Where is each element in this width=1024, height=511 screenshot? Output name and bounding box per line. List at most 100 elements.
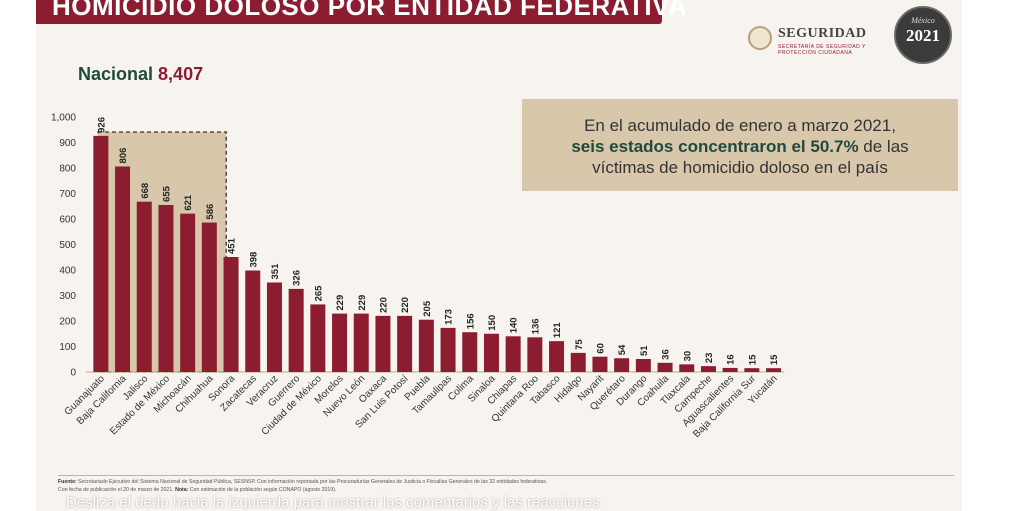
callout-line-3: víctimas de homicidio doloso en el país <box>592 158 888 177</box>
bar <box>288 288 304 372</box>
footer-source: Fuente: Secretariado Ejecutivo del Siste… <box>58 478 958 494</box>
value-label: 451 <box>227 237 238 254</box>
bar <box>700 366 716 372</box>
nota-label: Nota: <box>175 487 189 493</box>
bar <box>527 337 543 372</box>
bar <box>332 313 348 372</box>
bar <box>418 319 434 372</box>
callout-line-1: En el acumulado de enero a marzo 2021, <box>584 116 896 135</box>
bar <box>93 135 109 372</box>
footer-divider <box>58 475 954 476</box>
y-tick-label: 800 <box>59 164 76 175</box>
value-label: 229 <box>335 295 346 311</box>
callout-emphasis: seis estados concentraron el 50.7% <box>571 137 859 156</box>
value-label: 229 <box>357 295 368 311</box>
footer-line-2: Con fecha de publicación el 20 de marzo … <box>58 486 958 494</box>
bar <box>505 336 521 372</box>
value-label: 156 <box>465 313 476 329</box>
callout-text: En el acumulado de enero a marzo 2021, s… <box>532 115 948 178</box>
bar <box>483 333 499 372</box>
value-label: 173 <box>444 309 455 325</box>
value-label: 150 <box>487 315 498 331</box>
y-tick-label: 200 <box>59 317 76 328</box>
mexico-2021-logo: México 2021 <box>894 6 952 64</box>
footer-line-1: Fuente: Secretariado Ejecutivo del Siste… <box>58 478 958 486</box>
bar <box>397 315 413 372</box>
value-label: 586 <box>205 204 216 220</box>
bar <box>201 222 217 372</box>
value-label: 136 <box>530 318 541 334</box>
bar <box>440 327 456 372</box>
value-label: 60 <box>595 343 606 354</box>
callout-line-2-rest: de las <box>858 137 909 156</box>
value-label: 220 <box>400 297 411 313</box>
value-label: 16 <box>726 354 737 365</box>
value-label: 926 <box>96 117 107 133</box>
y-tick-label: 500 <box>59 240 76 251</box>
bar <box>766 368 782 372</box>
y-tick-label: 0 <box>70 368 76 379</box>
value-label: 15 <box>747 354 758 365</box>
national-label: Nacional <box>78 64 154 84</box>
bar <box>158 204 174 372</box>
fuente-text: Secretariado Ejecutivo del Sistema Nacio… <box>76 479 548 485</box>
value-label: 23 <box>704 353 715 364</box>
bar <box>592 356 608 372</box>
left-margin <box>0 0 36 511</box>
fuente-label: Fuente: <box>58 479 77 485</box>
value-label: 265 <box>313 285 324 302</box>
value-label: 140 <box>509 317 520 333</box>
national-value: 8,407 <box>158 64 204 84</box>
bar <box>744 368 760 372</box>
value-label: 205 <box>422 300 433 317</box>
y-tick-label: 100 <box>59 342 76 353</box>
callout-box: En el acumulado de enero a marzo 2021, s… <box>522 99 958 191</box>
y-tick-label: 900 <box>59 138 76 149</box>
bar <box>223 256 239 372</box>
header-bar: HOMICIDIO DOLOSO POR ENTIDAD FEDERATIVA <box>36 0 687 24</box>
value-label: 121 <box>552 322 563 339</box>
seguridad-subtitle: SECRETARÍA DE SEGURIDAD Y PROTECCIÓN CIU… <box>778 44 866 56</box>
seguridad-word: SEGURIDAD <box>778 26 867 41</box>
value-label: 806 <box>118 148 129 164</box>
value-label: 51 <box>639 345 650 356</box>
value-label: 621 <box>183 194 194 211</box>
bar <box>570 352 586 372</box>
swipe-hint-overlay: Desliza el dedo hacia la izquierda para … <box>66 494 600 511</box>
value-label: 668 <box>140 183 151 199</box>
bar <box>310 304 326 372</box>
value-label: 75 <box>574 339 585 350</box>
right-margin <box>962 0 1024 511</box>
bar <box>180 213 196 372</box>
bar <box>375 315 391 372</box>
year-logo-text: 2021 <box>906 26 940 45</box>
value-label: 15 <box>769 354 780 365</box>
y-tick-label: 600 <box>59 215 76 226</box>
bar <box>266 282 282 372</box>
value-label: 36 <box>661 349 672 360</box>
bar <box>679 364 695 372</box>
bar <box>722 367 738 372</box>
y-tick-label: 1,000 <box>51 113 76 124</box>
page-title: HOMICIDIO DOLOSO POR ENTIDAD FEDERATIVA <box>52 0 688 21</box>
bar <box>614 358 630 372</box>
value-label: 54 <box>617 344 628 355</box>
bar <box>549 341 565 372</box>
nota-text: Con estimación de la población según CON… <box>188 487 337 493</box>
y-tick-label: 300 <box>59 291 76 302</box>
value-label: 30 <box>682 351 693 362</box>
y-tick-label: 700 <box>59 189 76 200</box>
national-total: Nacional 8,407 <box>78 64 203 85</box>
bar <box>115 166 131 372</box>
callout-line-2: seis estados concentraron el 50.7% de la… <box>532 136 948 157</box>
value-label: 398 <box>248 252 259 268</box>
mexico-logo-text: México <box>911 16 935 25</box>
seal-icon <box>748 26 772 50</box>
value-label: 220 <box>378 297 389 313</box>
seguridad-logo: SEGURIDAD SECRETARÍA DE SEGURIDAD Y PROT… <box>748 26 888 56</box>
value-label: 655 <box>161 185 172 202</box>
bar <box>245 270 261 372</box>
publication-date-text: Con fecha de publicación el 20 de marzo … <box>58 487 176 493</box>
value-label: 351 <box>270 263 281 280</box>
